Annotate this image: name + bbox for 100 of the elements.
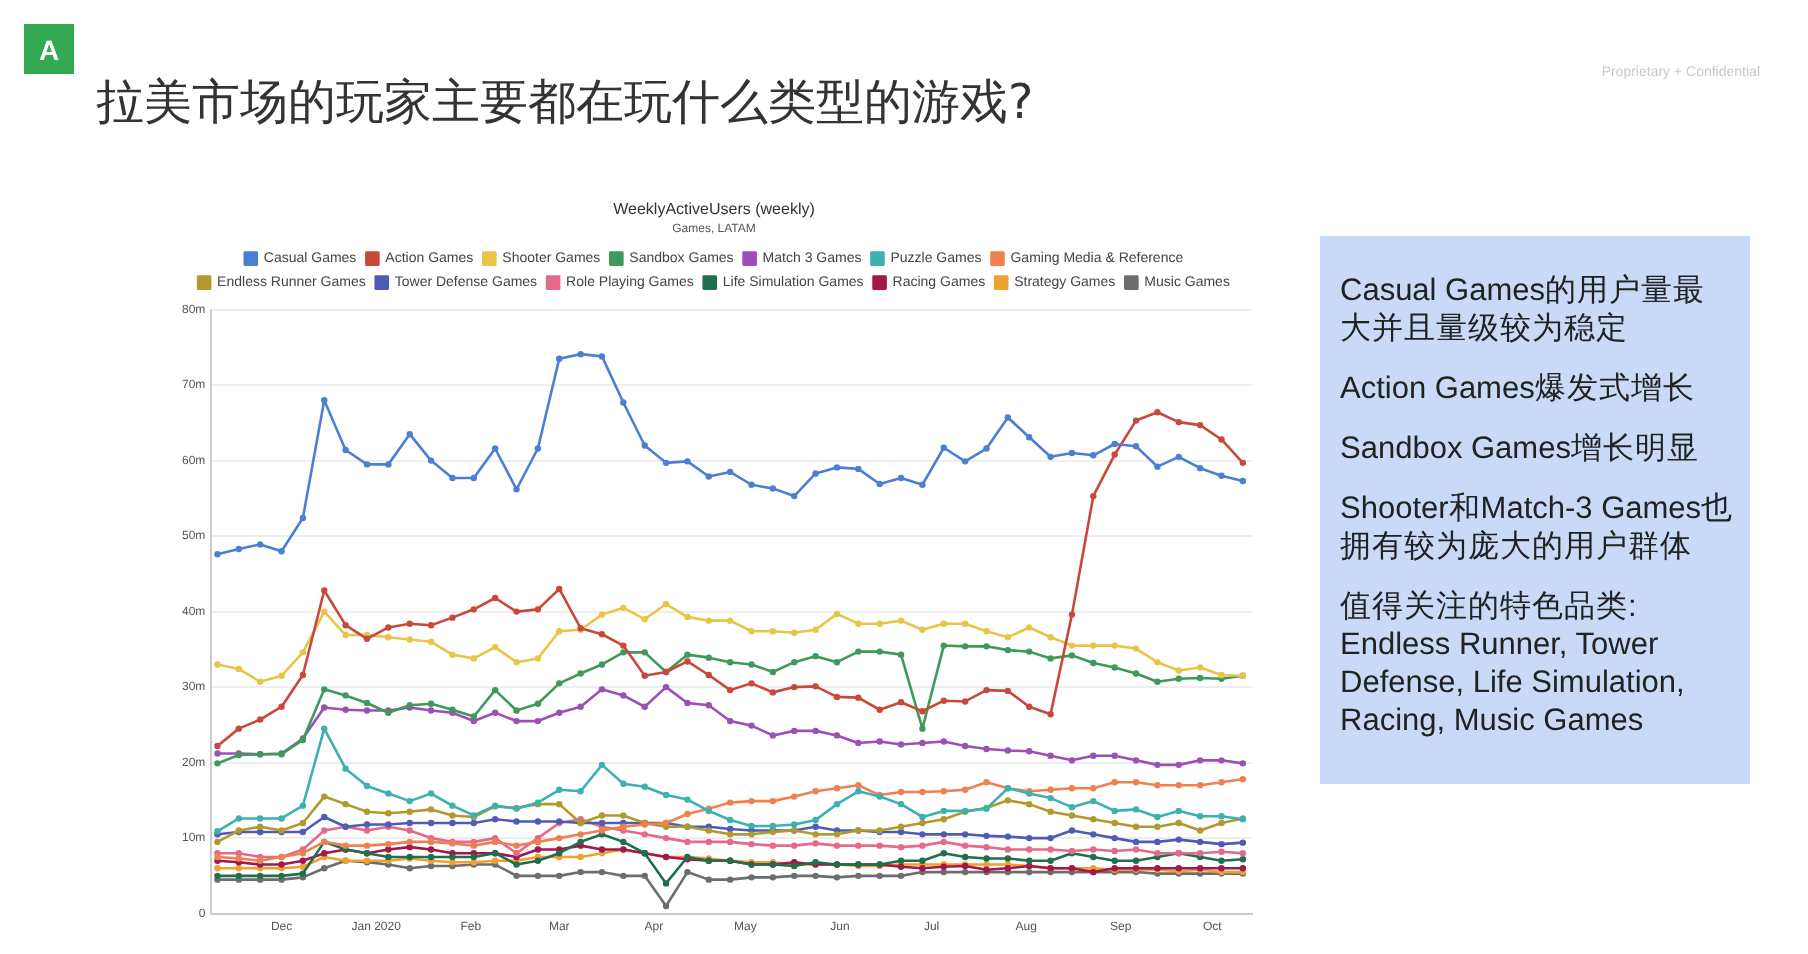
point [1218,757,1225,764]
point [705,702,712,709]
point [534,872,542,880]
point [1111,752,1118,760]
point [705,838,712,846]
point [705,654,712,661]
point [1154,678,1161,686]
point [385,809,392,817]
point [491,686,499,694]
point [235,545,243,553]
point [406,620,413,627]
point [662,459,670,467]
point [726,717,734,725]
point [748,840,755,848]
point [769,797,777,805]
point [214,865,221,872]
point [1026,748,1033,755]
text: Shooter和Match-3 Games也拥有较为庞大的用户群体 [1340,490,1734,566]
point [363,827,371,834]
point [876,620,883,627]
point [1111,819,1118,827]
point [961,742,969,750]
point [1132,757,1140,764]
text: Action Games爆发式增长 [1340,370,1697,408]
point [684,651,691,658]
point [1047,786,1054,793]
point [726,617,734,624]
point [940,868,947,876]
point [406,865,413,872]
point [940,642,947,649]
point [684,796,691,803]
point [1004,634,1012,641]
point [556,680,563,687]
point [1111,857,1118,864]
point [363,821,371,828]
point [299,671,307,679]
point [321,865,328,872]
point [897,800,905,808]
point [534,846,542,853]
point [748,722,755,729]
point [983,643,990,650]
point [855,872,862,880]
point [983,686,990,694]
point [1154,761,1161,769]
point [470,819,477,827]
point [791,727,798,735]
point [321,813,328,821]
point [684,810,691,818]
point [1090,452,1097,459]
point [556,355,563,362]
point [1111,807,1118,815]
point [748,874,755,881]
point [1154,409,1161,416]
point [812,872,819,880]
point [214,742,221,750]
point [598,686,606,693]
point [1132,443,1140,450]
text: 值得关注的特色品类: Endless Runner, Tower Defense, Life Simulation, Racing, Music Games [1340,588,1687,740]
point [705,876,712,883]
point [791,629,798,636]
point [363,842,371,849]
point [897,617,905,624]
point [748,661,755,668]
point [342,631,349,639]
point [342,800,349,808]
point [235,665,243,673]
point [427,846,435,853]
point [299,514,307,522]
point [577,868,584,876]
point [1047,711,1054,718]
point [1154,463,1161,470]
point [1196,757,1204,764]
point [791,658,798,666]
point [513,658,520,666]
point [214,551,221,558]
point [1090,831,1097,838]
point [1154,838,1161,846]
point [919,831,926,838]
point [919,813,926,821]
point [1218,779,1225,786]
point [1047,857,1054,864]
point [641,831,648,838]
point [1026,703,1033,710]
point [406,797,413,805]
point [513,707,520,714]
point [598,631,606,638]
point [1111,440,1118,448]
point [1111,664,1118,671]
point [833,800,841,808]
point [662,791,670,799]
point [449,474,456,482]
point [620,399,627,406]
point [769,822,777,830]
point [897,872,905,880]
point [726,799,734,806]
point [855,694,862,701]
point [833,874,841,881]
point [812,788,819,795]
point [1239,856,1247,863]
point [1175,782,1182,789]
